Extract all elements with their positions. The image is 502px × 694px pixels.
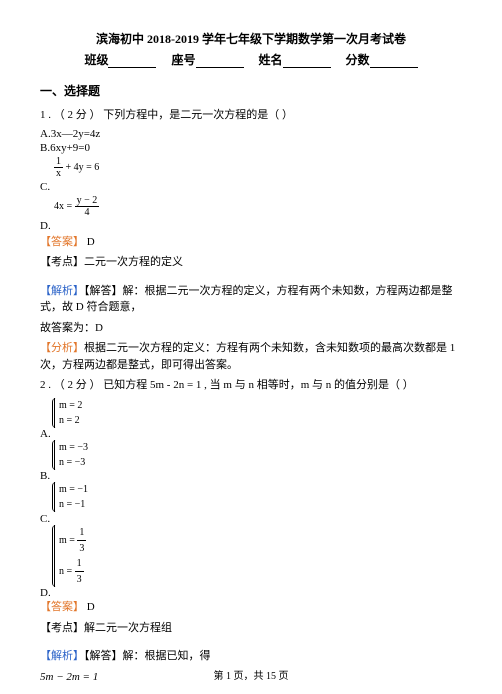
q1-optC-rest: + 4y = 6 [66, 161, 100, 172]
jiexi-label: 【解析】 [40, 285, 84, 297]
q2-D-r1: m = 13 [59, 525, 86, 556]
q2-D-r1num: 1 [77, 525, 86, 541]
answer-label: 【答案】 [40, 601, 84, 613]
q2-answer: 【答案】 D [40, 599, 462, 616]
q2-jiexi: 【解析】【解答】解：根据已知，得 [40, 648, 462, 665]
q2-A-label: A. [40, 428, 51, 440]
kaodian-label: 【考点】 [40, 256, 84, 268]
blank-class [108, 56, 156, 68]
q2-D-r1den: 3 [77, 541, 86, 556]
header-fields: 班级 座号 姓名 分数 [40, 51, 462, 68]
blank-score [370, 56, 418, 68]
field-score: 分数 [346, 53, 370, 67]
q1-fenxi: 【分析】根据二元一次方程的定义：方程有两个未知数，含未知数项的最高次数都是 1 … [40, 340, 462, 373]
answer-label: 【答案】 [40, 236, 84, 248]
jiexi-label: 【解析】 [40, 650, 84, 662]
kaodian-text: 二元一次方程的定义 [84, 256, 183, 268]
q1-optD-num: y − 2 [75, 195, 100, 207]
q2-D-r2den: 3 [75, 572, 84, 587]
q1-stem: 1 . （ 2 分 ） 下列方程中，是二元一次方程的是（ ） [40, 107, 462, 124]
kaodian-text: 解二元一次方程组 [84, 622, 172, 634]
q1-optD-den: 4 [75, 207, 100, 218]
q2-C-label: C. [40, 513, 50, 525]
q2-optA: m = 2 n = 2 A. [40, 398, 462, 440]
q2-D-r2: n = 13 [59, 556, 86, 587]
q2-B-r1: m = −3 [59, 440, 88, 455]
q2-D-label: D. [40, 587, 51, 599]
section-heading: 一、选择题 [40, 82, 462, 99]
q1-optD-label: D. [40, 220, 462, 232]
q1-optC-den: x [54, 168, 63, 179]
q2-C-r2: n = −1 [59, 497, 88, 512]
q2-C-r1: m = −1 [59, 482, 88, 497]
q2-A-r2: n = 2 [59, 413, 82, 428]
q2-D-r2num: 1 [75, 556, 84, 572]
answer-value: D [87, 236, 95, 248]
q2-optC: m = −1 n = −1 C. [40, 482, 462, 524]
q1-optC-label: C. [40, 181, 462, 193]
q2-A-r1: m = 2 [59, 398, 82, 413]
blank-name [283, 56, 331, 68]
q2-kaodian: 【考点】解二元一次方程组 [40, 620, 462, 637]
exam-title: 滨海初中 2018-2019 学年七年级下学期数学第一次月考试卷 [40, 30, 462, 47]
jiexi-body: 【解答】解：根据已知，得 [84, 650, 211, 662]
q2-B-r2: n = −3 [59, 455, 88, 470]
q2-optB: m = −3 n = −3 B. [40, 440, 462, 482]
q1-kaodian: 【考点】二元一次方程的定义 [40, 254, 462, 271]
q2-B-label: B. [40, 470, 50, 482]
q2-D-r1pre: m = [59, 535, 75, 546]
answer-value: D [87, 601, 95, 613]
q2-D-r2pre: n = [59, 566, 72, 577]
q1-jiexi: 【解析】【解答】解：根据二元一次方程的定义，方程有两个未知数，方程两边都是整式，… [40, 283, 462, 316]
q2-optD: m = 13 n = 13 D. [40, 525, 462, 599]
fenxi-body: 根据二元一次方程的定义：方程有两个未知数，含未知数项的最高次数都是 1 次，方程… [40, 342, 455, 371]
kaodian-label: 【考点】 [40, 622, 84, 634]
jiexi-body1: 【解答】解：根据二元一次方程的定义，方程有两个未知数，方程两边都是整式，故 D … [40, 285, 453, 314]
page-footer: 第 1 页，共 15 页 [0, 667, 502, 682]
q1-optA: A.3x—2y=4z [40, 128, 462, 140]
q1-optB: B.6xy+9=0 [40, 142, 462, 154]
q1-answer: 【答案】 D [40, 234, 462, 251]
q1-optC-num: 1 [54, 156, 63, 168]
field-name: 姓名 [259, 53, 283, 67]
q1-optD-left: 4x = [54, 200, 72, 211]
q2-stem: 2 . （ 2 分 ） 已知方程 5m - 2n = 1 , 当 m 与 n 相… [40, 377, 462, 394]
q1-optC-eq: 1x + 4y = 6 [54, 156, 462, 179]
blank-seat [196, 56, 244, 68]
field-seat: 座号 [171, 53, 195, 67]
q1-jiexi2: 故答案为：D [40, 320, 462, 337]
q1-optD-eq: 4x = y − 24 [54, 195, 462, 218]
fenxi-label: 【分析】 [40, 342, 84, 354]
field-class: 班级 [84, 53, 108, 67]
